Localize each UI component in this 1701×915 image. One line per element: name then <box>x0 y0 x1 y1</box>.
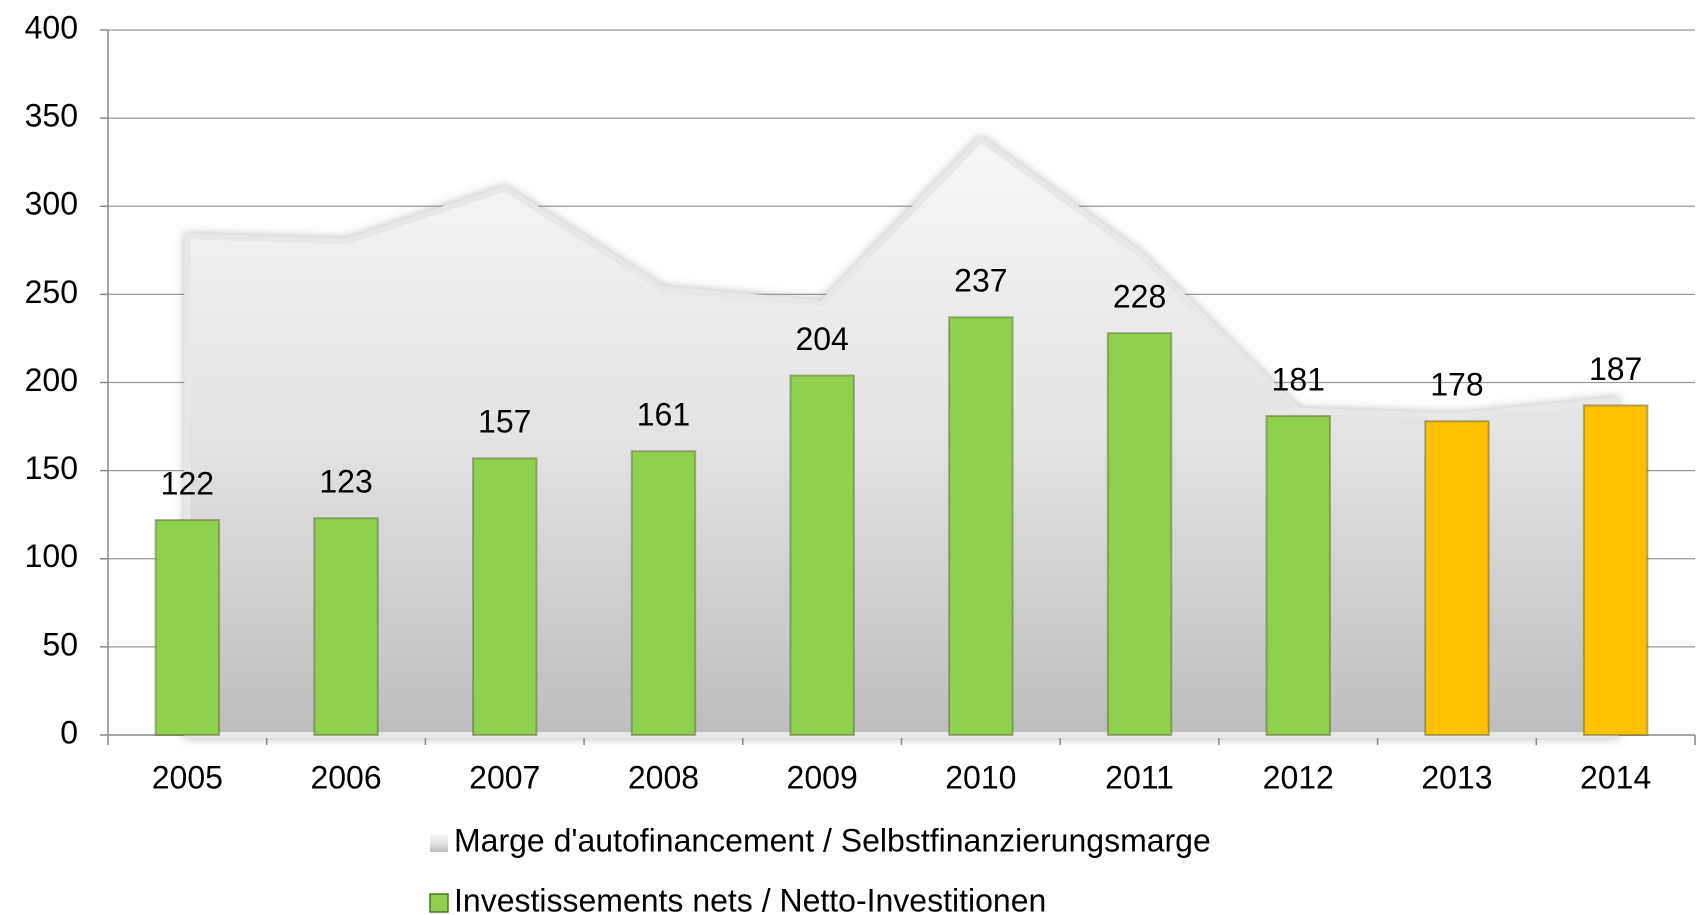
data-label: 157 <box>478 404 531 440</box>
x-tick-label: 2011 <box>1105 759 1174 795</box>
x-tick-label: 2014 <box>1580 759 1651 795</box>
legend-swatch <box>429 893 449 913</box>
bar <box>1424 420 1490 736</box>
bar <box>630 450 697 736</box>
bar <box>1582 404 1649 736</box>
data-label: 122 <box>161 465 214 501</box>
x-tick-label: 2008 <box>628 759 699 795</box>
data-label: 237 <box>954 263 1007 299</box>
legend-swatch <box>430 834 448 852</box>
y-tick-label: 350 <box>25 98 78 134</box>
y-tick-label: 100 <box>25 538 78 574</box>
bar <box>472 457 538 736</box>
x-tick-label: 2009 <box>787 759 858 795</box>
x-tick-label: 2010 <box>945 759 1016 795</box>
legend-label: Investissements nets / Netto-Investition… <box>454 882 1046 915</box>
y-tick-label: 0 <box>60 714 78 750</box>
legend-label: Marge d'autofinancement / Selbstfinanzie… <box>454 822 1211 858</box>
y-tick-label: 50 <box>42 626 78 662</box>
data-label: 123 <box>319 464 372 500</box>
data-label: 161 <box>637 397 690 433</box>
y-tick-label: 300 <box>25 186 78 222</box>
x-tick-label: 2012 <box>1263 759 1334 795</box>
data-label: 204 <box>795 321 848 357</box>
bar <box>313 517 379 737</box>
x-tick-label: 2005 <box>152 759 223 795</box>
bar <box>1265 414 1331 736</box>
x-tick-label: 2013 <box>1421 759 1492 795</box>
data-label: 228 <box>1113 279 1166 315</box>
data-label: 178 <box>1430 367 1483 403</box>
y-tick-label: 250 <box>25 274 78 310</box>
y-tick-label: 150 <box>25 450 78 486</box>
data-label: 187 <box>1589 351 1642 387</box>
y-tick-label: 200 <box>25 362 78 398</box>
data-label: 181 <box>1272 361 1325 397</box>
bar <box>1106 332 1173 736</box>
x-tick-label: 2006 <box>310 759 381 795</box>
x-tick-label: 2007 <box>469 759 540 795</box>
bar <box>789 374 855 736</box>
bar <box>154 518 221 736</box>
y-tick-label: 400 <box>25 9 78 45</box>
bar <box>948 316 1014 736</box>
area <box>184 135 1619 738</box>
